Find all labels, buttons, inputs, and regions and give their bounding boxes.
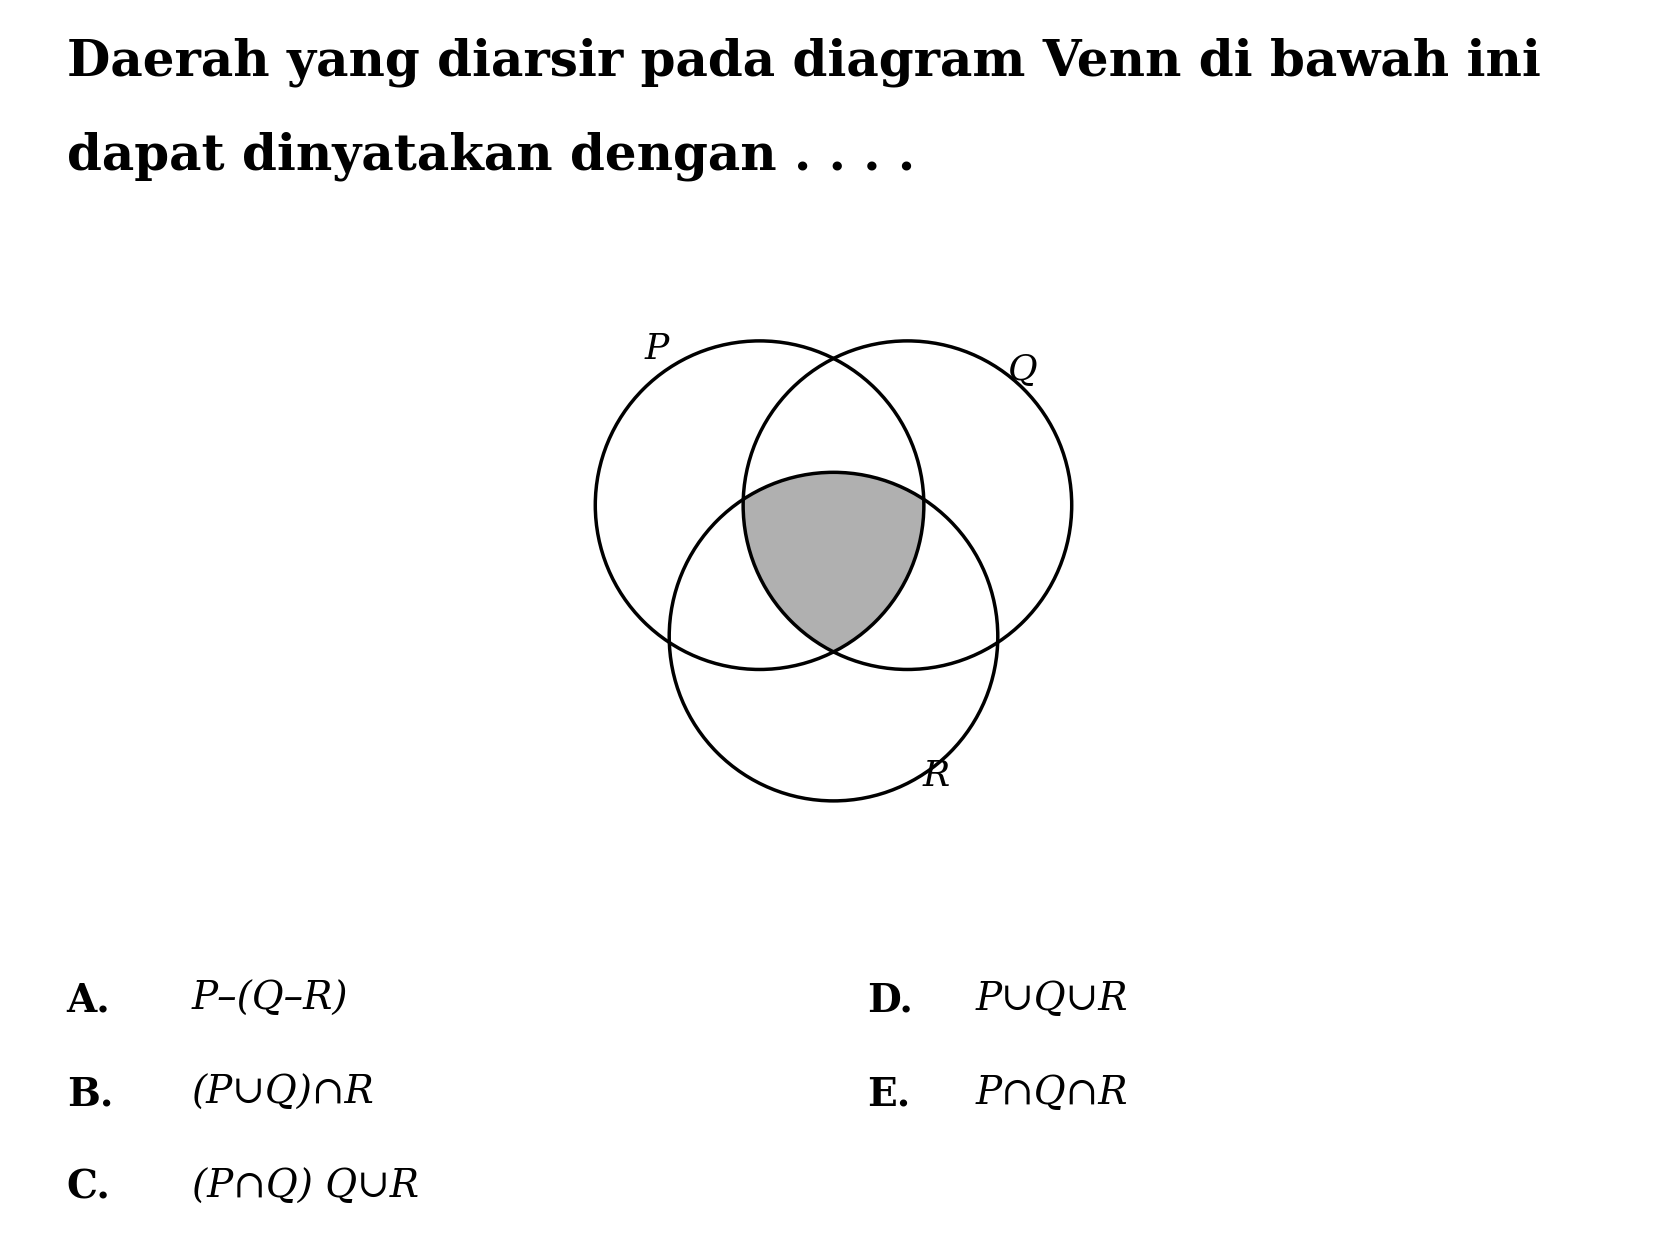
Text: (P∩Q) Q∪R: (P∩Q) Q∪R [192,1169,418,1206]
Text: P∩Q∩R: P∩Q∩R [975,1075,1127,1112]
Text: C.: C. [67,1169,110,1206]
Text: P: P [645,332,668,366]
Text: (P∪Q)∩R: (P∪Q)∩R [192,1075,375,1112]
Text: A.: A. [67,981,110,1019]
Text: Daerah yang diarsir pada diagram Venn di bawah ini: Daerah yang diarsir pada diagram Venn di… [67,38,1540,88]
Text: dapat dinyatakan dengan . . . .: dapat dinyatakan dengan . . . . [67,131,915,181]
Text: R: R [922,759,950,794]
Text: B.: B. [67,1075,113,1112]
Polygon shape [743,472,924,652]
Text: P∪Q∪R: P∪Q∪R [975,981,1127,1019]
Text: P–(Q–R): P–(Q–R) [192,981,348,1019]
Text: E.: E. [867,1075,910,1112]
Text: D.: D. [867,981,914,1019]
Text: Q: Q [1007,352,1037,386]
